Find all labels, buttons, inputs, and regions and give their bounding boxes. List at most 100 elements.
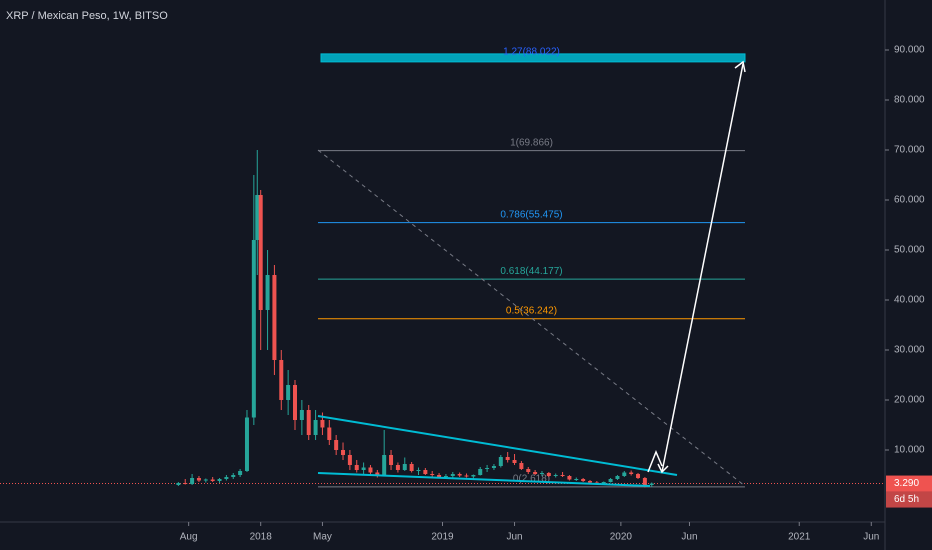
candle-body: [498, 457, 503, 466]
last-price-tag: [886, 475, 932, 492]
candle-body: [423, 470, 428, 474]
candle-body: [347, 455, 352, 465]
candle-body: [395, 465, 400, 470]
candle-body: [320, 420, 325, 428]
candle-body: [402, 464, 407, 470]
candle-body: [224, 477, 229, 479]
x-tick-label: Aug: [180, 532, 198, 543]
plot: 1.27(88.022) 1(69.866) 0.786(55.475) 0.618(…: [0, 47, 885, 488]
candle-body: [368, 467, 373, 473]
x-tick-label: 2019: [431, 532, 454, 543]
candle-body: [574, 479, 579, 480]
candle-body: [251, 240, 256, 418]
y-tick-label: 20.000: [894, 395, 925, 406]
x-tick-label: 2020: [610, 532, 633, 543]
candle-body: [354, 465, 359, 470]
candle-body: [519, 463, 524, 469]
candle-body: [491, 466, 496, 468]
candle-body: [416, 470, 421, 471]
arrow-head: [734, 60, 746, 73]
y-tick-label: 40.000: [894, 295, 925, 306]
candle-body: [409, 464, 414, 471]
candle-body: [636, 474, 641, 478]
candle-body: [629, 472, 634, 474]
candle-body: [512, 460, 517, 463]
candle-body: [382, 455, 387, 475]
candle-body: [293, 385, 297, 420]
candle-body: [255, 195, 260, 240]
chart-title: XRP / Mexican Peso, 1W, BITSO: [6, 10, 168, 22]
candle-body: [231, 475, 236, 477]
candle-body: [361, 467, 366, 470]
candle-body: [190, 478, 195, 484]
candle-body: [450, 474, 455, 476]
candle-body: [601, 482, 606, 484]
fib-label: 0.786(55.475): [500, 209, 562, 220]
candle-body: [615, 476, 620, 479]
x-tick-label: 2018: [250, 532, 273, 543]
candle-body: [306, 410, 311, 435]
x-tick-label: Jun: [506, 532, 522, 543]
fib-label: 0.5(36.242): [506, 305, 557, 316]
fib-label: 0.618(44.177): [500, 266, 562, 277]
x-tick-label: May: [313, 532, 332, 543]
x-tick-label: 2021: [788, 532, 811, 543]
candle-body: [299, 410, 304, 420]
candle-body: [196, 478, 201, 481]
candle-body: [505, 457, 510, 460]
fib-label: 1(69.866): [510, 137, 553, 148]
y-tick-label: 70.000: [894, 145, 925, 156]
y-tick-label: 80.000: [894, 95, 925, 106]
candle-body: [217, 479, 222, 481]
y-tick-label: 10.000: [894, 445, 925, 456]
candle-body: [622, 472, 627, 476]
last-price-label: 3.290: [894, 478, 919, 489]
candle-body: [279, 360, 284, 400]
candle-body: [389, 455, 394, 465]
y-tick-label: 30.000: [894, 345, 925, 356]
candle-body: [581, 479, 586, 481]
candle-body: [265, 275, 270, 310]
candle-body: [464, 475, 469, 477]
candle-body: [649, 483, 654, 485]
arrow-tail: [657, 463, 669, 474]
fib-label: 1.27(88.022): [503, 47, 560, 58]
upper-trend-line: [317, 415, 678, 476]
zigzag-arrow: [647, 450, 663, 473]
x-tick-label: Jun: [863, 532, 879, 543]
target-arrow: [661, 63, 744, 473]
countdown-label: 6d 5h: [894, 494, 919, 505]
candle-body: [560, 475, 565, 476]
y-tick-label: 90.000: [894, 45, 925, 56]
candle-body: [553, 475, 558, 476]
y-tick-label: 60.000: [894, 195, 925, 206]
candle-body: [533, 472, 538, 474]
candle-body: [546, 473, 551, 476]
candle-body: [539, 473, 544, 474]
candle-body: [286, 385, 291, 400]
candle-body: [272, 275, 277, 360]
candle-body: [642, 478, 647, 485]
candle-body: [471, 475, 476, 477]
countdown-tag: [886, 491, 932, 508]
fib-trend-line: [317, 149, 746, 487]
candle-body: [608, 479, 613, 482]
candle-body: [258, 195, 263, 310]
y-tick-label: 50.000: [894, 245, 925, 256]
candle-body: [375, 472, 380, 475]
candle-body: [176, 483, 181, 485]
candle-body: [183, 483, 188, 484]
candle-body: [485, 468, 490, 469]
candle-body: [526, 469, 531, 472]
candle-body: [313, 420, 318, 435]
candle-body: [567, 476, 572, 480]
candle-body: [430, 474, 435, 475]
candle-body: [210, 479, 215, 481]
fib-label: 0(2.618): [513, 474, 550, 485]
candle-body: [203, 479, 208, 481]
fib-extension-band: [320, 53, 746, 63]
x-tick-label: Jun: [681, 532, 697, 543]
candle-body: [437, 475, 442, 477]
